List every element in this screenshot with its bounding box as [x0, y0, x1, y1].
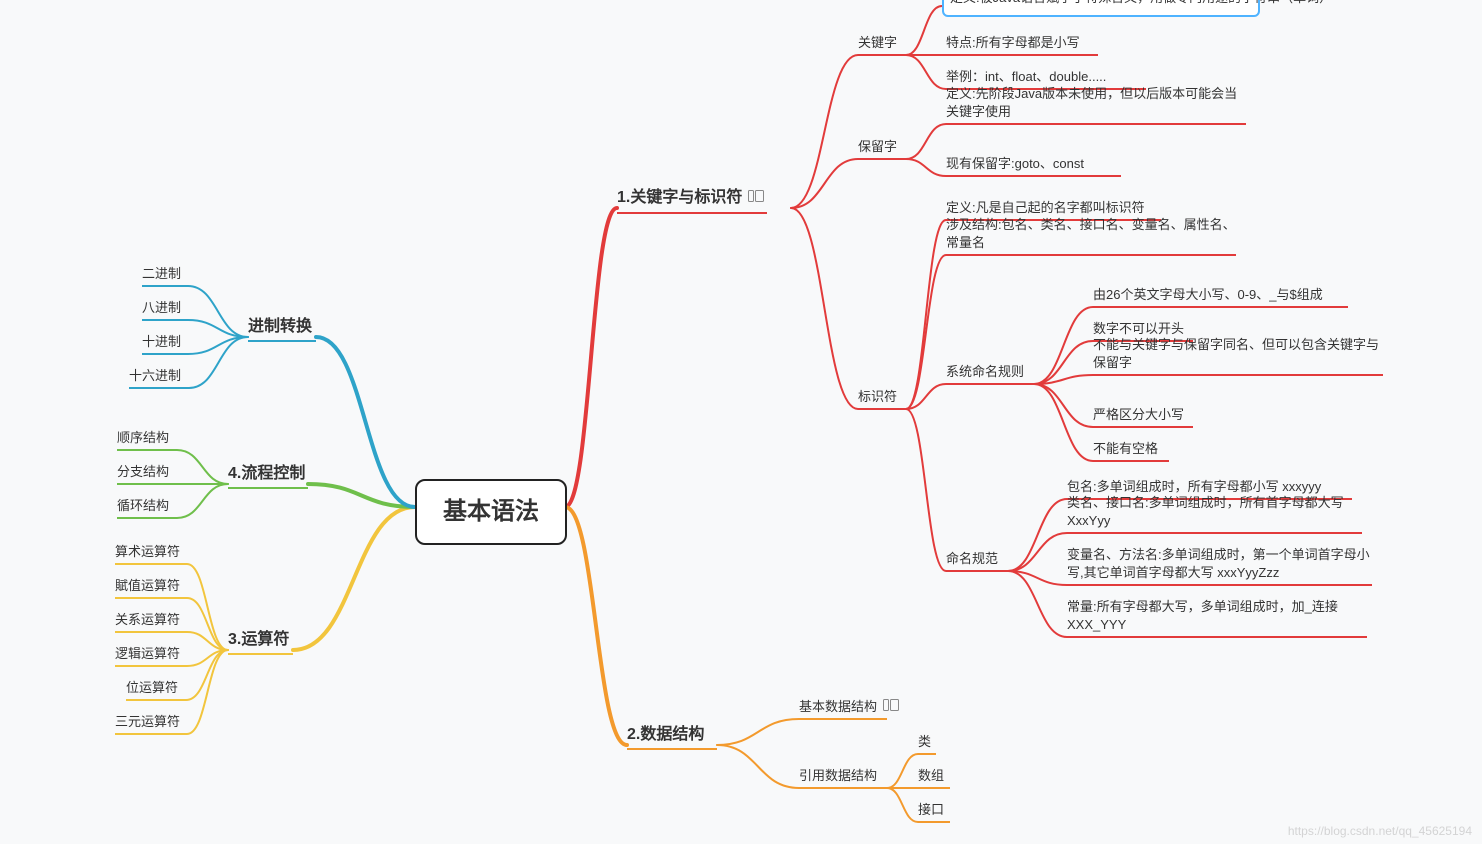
mindmap-node: 关键字 [858, 34, 906, 56]
node-label: 八进制 [142, 299, 181, 321]
mindmap-node: 数组 [918, 767, 950, 789]
node-label: 数组 [918, 767, 944, 789]
node-label: 定义:先阶段Java版本未使用，但以后版本可能会当关键字使用 [946, 85, 1246, 125]
node-label: 接口 [918, 801, 944, 823]
mindmap-node: 特点:所有字母都是小写 [946, 34, 1098, 56]
node-label: 3.运算符 [228, 629, 289, 655]
mindmap-node: 类 [918, 733, 936, 755]
node-label: 位运算符 [126, 679, 178, 701]
node-label: 系统命名规则 [946, 363, 1024, 385]
mindmap-node[interactable]: 进制转换 [248, 316, 316, 342]
node-label: 顺序结构 [117, 429, 169, 451]
node-label: 不能与关键字与保留字同名、但可以包含关键字与保留字 [1093, 336, 1383, 376]
mindmap-node: 标识符 [858, 388, 906, 410]
mindmap-node: 变量名、方法名:多单词组成时，第一个单词首字母小写,其它单词首字母都大写 xxx… [1067, 546, 1372, 586]
node-label: 现有保留字:goto、const [946, 155, 1084, 177]
watermark: https://blog.csdn.net/qq_45625194 [1288, 824, 1472, 838]
mindmap-node: 定义:被Java语言赋予了特殊含义，用做专门用途的字符串（单词） [942, 0, 1260, 17]
node-label: 1.关键字与标识符 [617, 187, 742, 213]
node-label: 变量名、方法名:多单词组成时，第一个单词首字母小写,其它单词首字母都大写 xxx… [1067, 546, 1372, 586]
node-label: 关键字 [858, 34, 897, 56]
mindmap-node[interactable]: 1.关键字与标识符 [617, 187, 767, 214]
mindmap-node: 涉及结构:包名、类名、接口名、变量名、属性名、常量名 [946, 216, 1236, 256]
node-label: 逻辑运算符 [115, 645, 180, 667]
node-label: 类 [918, 733, 931, 755]
mindmap-node: 八进制 [142, 299, 188, 321]
node-label: 进制转换 [248, 316, 312, 342]
node-label: 关系运算符 [115, 611, 180, 633]
mindmap-node: 位运算符 [126, 679, 186, 701]
mindmap-node: 循环结构 [117, 497, 177, 519]
mindmap-node: 不能与关键字与保留字同名、但可以包含关键字与保留字 [1093, 336, 1383, 376]
edge-layer [0, 0, 1482, 844]
mindmap-node: 十进制 [142, 333, 188, 355]
mindmap-canvas: https://blog.csdn.net/qq_45625194 基本语法 1.… [0, 0, 1482, 844]
mindmap-node: 常量:所有字母都大写，多单词组成时，加_连接 XXX_YYY [1067, 598, 1367, 638]
node-label: 标识符 [858, 388, 897, 410]
node-label: 十六进制 [129, 367, 181, 389]
node-label: 保留字 [858, 138, 897, 160]
mindmap-node[interactable]: 4.流程控制 [228, 463, 308, 489]
mindmap-node: 基本数据结构 [799, 698, 887, 720]
node-label: 涉及结构:包名、类名、接口名、变量名、属性名、常量名 [946, 216, 1236, 256]
mindmap-node[interactable]: 2.数据结构 [627, 724, 717, 750]
mindmap-node: 逻辑运算符 [115, 645, 187, 667]
mindmap-node: 顺序结构 [117, 429, 177, 451]
mindmap-node[interactable]: 3.运算符 [228, 629, 293, 655]
mindmap-node: 命名规范 [946, 550, 1008, 572]
node-label: 定义:被Java语言赋予了特殊含义，用做专门用途的字符串（单词） [950, 0, 1240, 11]
mindmap-node: 由26个英文字母大小写、0-9、_与$组成 [1093, 286, 1348, 308]
mindmap-node: 不能有空格 [1093, 440, 1169, 462]
mindmap-node: 分支结构 [117, 463, 177, 485]
node-label: 分支结构 [117, 463, 169, 485]
mindmap-node: 现有保留字:goto、const [946, 155, 1121, 177]
mindmap-node: 引用数据结构 [799, 767, 887, 789]
mindmap-node: 严格区分大小写 [1093, 406, 1193, 428]
node-label: 算术运算符 [115, 543, 180, 565]
node-label: 4.流程控制 [228, 463, 305, 489]
mindmap-node: 三元运算符 [115, 713, 187, 735]
node-label: 特点:所有字母都是小写 [946, 34, 1080, 56]
node-label: 引用数据结构 [799, 767, 877, 789]
node-label: 常量:所有字母都大写，多单词组成时，加_连接 XXX_YYY [1067, 598, 1367, 638]
node-label: 类名、接口名:多单词组成时，所有首字母都大写 XxxYyy [1067, 494, 1362, 534]
node-label: 十进制 [142, 333, 181, 355]
mindmap-node: 保留字 [858, 138, 906, 160]
node-label: 基本数据结构 [799, 698, 877, 720]
mindmap-node: 定义:先阶段Java版本未使用，但以后版本可能会当关键字使用 [946, 85, 1246, 125]
node-label: 不能有空格 [1093, 440, 1158, 462]
node-label: 三元运算符 [115, 713, 180, 735]
mindmap-node: 二进制 [142, 265, 188, 287]
root-node[interactable]: 基本语法 [415, 479, 567, 545]
node-label: 二进制 [142, 265, 181, 287]
node-label: 由26个英文字母大小写、0-9、_与$组成 [1093, 286, 1323, 308]
node-label: 2.数据结构 [627, 724, 704, 750]
mindmap-node: 类名、接口名:多单词组成时，所有首字母都大写 XxxYyy [1067, 494, 1362, 534]
mindmap-node: 賦值运算符 [115, 577, 187, 599]
node-label: 循环结构 [117, 497, 169, 519]
mindmap-node: 十六进制 [129, 367, 189, 389]
mindmap-node: 算术运算符 [115, 543, 187, 565]
node-label: 命名规范 [946, 550, 998, 572]
mindmap-node: 系统命名规则 [946, 363, 1034, 385]
node-label: 严格区分大小写 [1093, 406, 1184, 428]
node-label: 賦值运算符 [115, 577, 180, 599]
collapse-icon[interactable] [883, 698, 899, 716]
mindmap-node: 关系运算符 [115, 611, 187, 633]
collapse-icon[interactable] [748, 187, 764, 209]
mindmap-node: 接口 [918, 801, 950, 823]
